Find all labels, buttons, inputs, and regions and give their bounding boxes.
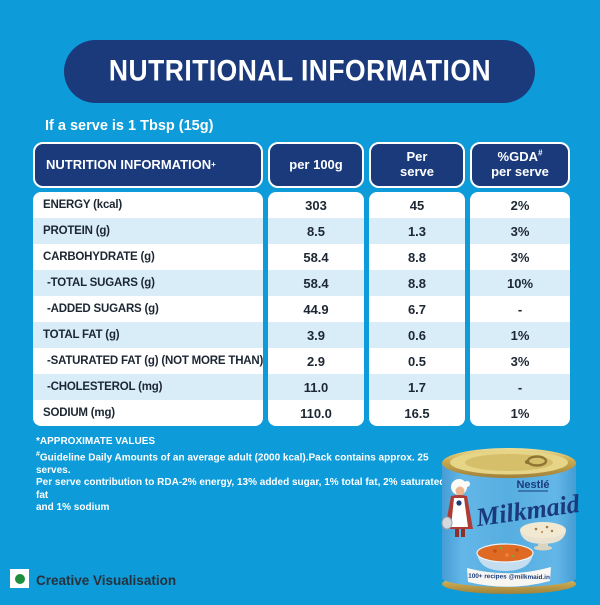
- footnote-sodium: and 1% sodium: [36, 502, 110, 514]
- gda-value: -: [470, 374, 570, 400]
- gda-footnote-marker: #: [36, 450, 40, 458]
- per-serve-header-line1: Per: [406, 149, 428, 165]
- can-lid-icon: [442, 448, 576, 478]
- credit-text: Creative Visualisation: [36, 573, 177, 588]
- nutrient-label: -SATURATED FAT (g) (NOT MORE THAN): [47, 355, 263, 367]
- per-serve-header-line2: serve: [400, 164, 434, 179]
- gda-value: 1%: [470, 322, 570, 348]
- per-serve-value: 8.8: [369, 270, 465, 296]
- halwa-bowl-icon: [476, 543, 534, 571]
- gda-value: 1%: [510, 405, 530, 421]
- per-100g-header: per 100g: [268, 142, 364, 188]
- ribbon-text: 100+ recipes @milkmaid.in: [468, 573, 550, 581]
- per-100g-value: 58.4: [303, 249, 329, 265]
- gda-value: -: [517, 301, 523, 317]
- brand-text: Nestlé: [516, 479, 549, 491]
- per-serve-value: 16.5: [404, 405, 430, 421]
- gda-header: %GDA# per serve: [470, 142, 570, 188]
- gda-value: 3%: [510, 249, 530, 265]
- per-serve-value: 6.7: [407, 301, 427, 317]
- nutrient-label: -TOTAL SUGARS (g): [33, 270, 263, 296]
- gda-value: 3%: [470, 218, 570, 244]
- per-serve-value: 1.7: [369, 374, 465, 400]
- per-100g-value: 2.9: [306, 353, 326, 369]
- milkmaid-figure-icon: [441, 479, 473, 537]
- milkmaid-can-svg: Nestlé Milkmaid 100+ recipes @milkmaid.i…: [441, 448, 582, 594]
- per-serve-header: Per serve: [369, 142, 465, 188]
- per-serve-value: 1.3: [369, 218, 465, 244]
- footnote-approximate-values: *APPROXIMATE VALUES: [36, 436, 156, 447]
- nutrient-label: ENERGY (kcal): [43, 199, 122, 211]
- recipes-ribbon: 100+ recipes @milkmaid.in: [467, 567, 551, 587]
- per-serve-value: 45: [409, 197, 425, 213]
- serving-size-note: If a serve is 1 Tbsp (15g): [45, 118, 214, 134]
- footnote-gda-definition: #Guideline Daily Amounts of an average a…: [36, 450, 429, 476]
- per-100g-value: 303: [305, 197, 327, 213]
- per-100g-value: 8.5: [268, 218, 364, 244]
- per-100g-value: 44.9: [303, 301, 329, 317]
- gda-marker: #: [538, 148, 543, 158]
- kheer-bowl-icon: [520, 522, 566, 551]
- nutrition-title-bar: NUTRITIONAL INFORMATION: [64, 40, 535, 103]
- per-100g-header-label: per 100g: [289, 156, 343, 172]
- gda-value: 2%: [510, 197, 530, 213]
- nutrient-label: -ADDED SUGARS (g): [47, 303, 159, 315]
- per-serve-value: 0.5: [407, 353, 427, 369]
- gda-header-label: %GDA: [497, 149, 538, 165]
- per-serve-column: 45 1.3 8.8 8.8 6.7 0.6 0.5 1.7 16.5: [369, 192, 465, 426]
- per-100g-value: 110.0: [300, 405, 332, 421]
- nutrition-info-header-label: NUTRITION INFORMATION: [46, 156, 212, 172]
- nutrient-label-column: ENERGY (kcal) PROTEIN (g) CARBOHYDRATE (…: [33, 192, 263, 426]
- per-100g-value: 3.9: [268, 322, 364, 348]
- footnote-rda-contribution: Per serve contribution to RDA-2% energy,…: [36, 477, 446, 501]
- nutrient-label: -CHOLESTEROL (mg): [33, 374, 263, 400]
- page-title: NUTRITIONAL INFORMATION: [108, 54, 491, 88]
- per-serve-value: 8.8: [407, 249, 427, 265]
- veg-mark-icon: [10, 569, 29, 588]
- nutrient-label: TOTAL FAT (g): [33, 322, 263, 348]
- per-100g-value: 58.4: [268, 270, 364, 296]
- milkmaid-can-image: Nestlé Milkmaid 100+ recipes @milkmaid.i…: [433, 441, 585, 600]
- per-100g-value: 11.0: [268, 374, 364, 400]
- footnotes: *APPROXIMATE VALUES #Guideline Daily Amo…: [36, 436, 448, 515]
- nutrition-table: NUTRITION INFORMATION + per 100g Per serv…: [33, 142, 570, 426]
- gda-value: 3%: [510, 353, 530, 369]
- nutrient-label: CARBOHYDRATE (g): [43, 251, 155, 263]
- nutrition-info-header: NUTRITION INFORMATION +: [33, 142, 263, 188]
- nutrient-label: SODIUM (mg): [43, 407, 115, 419]
- per-serve-value: 0.6: [369, 322, 465, 348]
- gda-header-line1: %GDA#: [497, 148, 543, 165]
- gda-column: 2% 3% 3% 10% - 1% 3% - 1%: [470, 192, 570, 426]
- per-100g-column: 303 8.5 58.4 58.4 44.9 3.9 2.9 11.0 110.…: [268, 192, 364, 426]
- gda-header-line2: per serve: [491, 164, 549, 179]
- gda-value: 10%: [470, 270, 570, 296]
- nutrient-label: PROTEIN (g): [33, 218, 263, 244]
